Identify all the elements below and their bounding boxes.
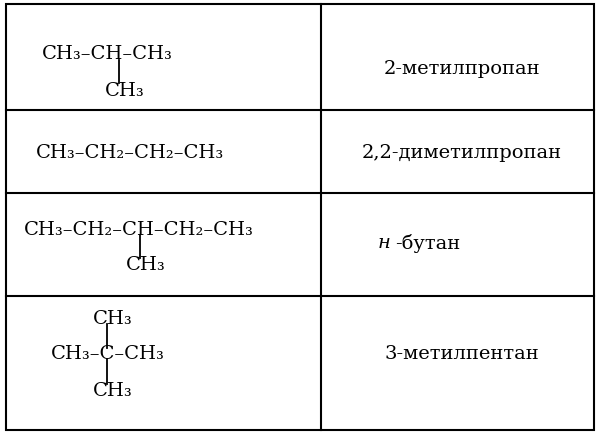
Text: CH₃–CH₂–CH₂–CH₃: CH₃–CH₂–CH₂–CH₃ bbox=[36, 144, 224, 162]
Text: 3-метилпентан: 3-метилпентан bbox=[385, 345, 539, 363]
Text: CH₃–CH₂–CH–CH₂–CH₃: CH₃–CH₂–CH–CH₂–CH₃ bbox=[24, 221, 254, 239]
Text: 2,2-диметилпропан: 2,2-диметилпропан bbox=[362, 144, 562, 162]
Text: CH₃–CH–CH₃: CH₃–CH–CH₃ bbox=[42, 45, 173, 63]
Text: CH₃: CH₃ bbox=[93, 310, 133, 328]
Text: CH₃: CH₃ bbox=[126, 256, 166, 274]
Text: CH₃–C–CH₃: CH₃–C–CH₃ bbox=[51, 345, 165, 363]
Text: -бутан: -бутан bbox=[395, 233, 460, 253]
Text: CH₃: CH₃ bbox=[105, 82, 145, 100]
Text: CH₃: CH₃ bbox=[93, 381, 133, 400]
Text: 2-метилпропан: 2-метилпропан bbox=[383, 60, 541, 79]
Text: н: н bbox=[378, 234, 391, 252]
